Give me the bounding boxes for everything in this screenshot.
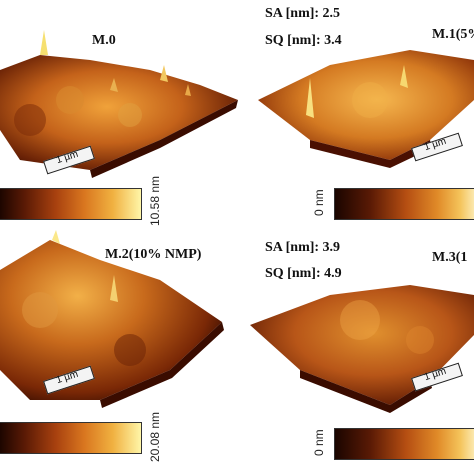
sq-value-m1: SQ [nm]: 3.4 [265, 33, 342, 48]
panel-title-m1: M.1(5% [432, 27, 474, 42]
panel-title-m2: M.2(10% NMP) [105, 247, 202, 262]
colorbar-min-label-m1: 0 nm [312, 189, 326, 216]
sa-value-m1: SA [nm]: 2.5 [265, 6, 341, 21]
colorbar-m2 [0, 422, 142, 454]
colorbar-m1 [334, 188, 474, 220]
panel-title-m3: M.3(1 [432, 250, 468, 265]
sa-value-m3: SA [nm]: 3.9 [265, 240, 341, 255]
colorbar-m0 [0, 188, 142, 220]
panel-title-m0: M.0 [92, 33, 116, 48]
afm-surface-m3 [240, 280, 474, 420]
afm-surface-m1 [240, 40, 474, 180]
afm-surface-m0 [0, 0, 240, 180]
sq-value-m3: SQ [nm]: 4.9 [265, 266, 342, 281]
colorbar-min-label-m3: 0 nm [312, 429, 326, 456]
colorbar-max-label-m2: 20.08 nm [148, 411, 162, 462]
afm-surface-m2 [0, 230, 240, 410]
colorbar-m3 [334, 428, 474, 460]
colorbar-max-label-m0: 10.58 nm [148, 175, 162, 226]
